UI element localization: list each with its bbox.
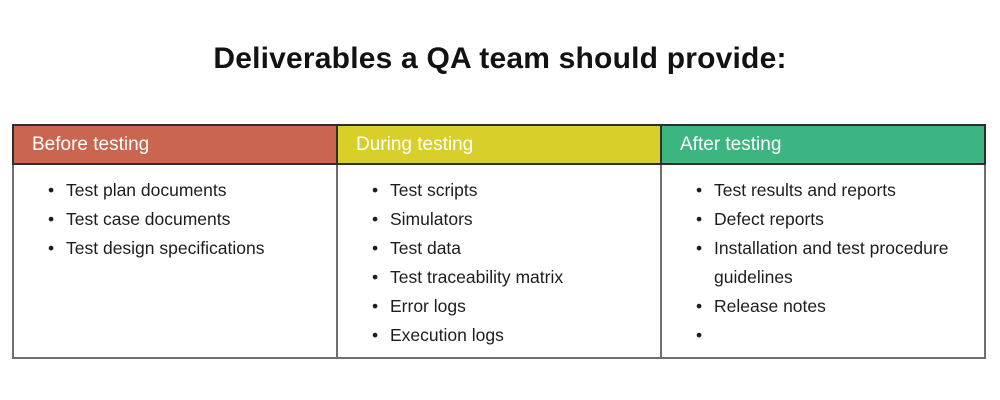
list-item: • Test design specifications — [14, 234, 336, 263]
list-item-text: Error logs — [390, 296, 466, 316]
bullet-icon: • — [372, 180, 379, 200]
bullet-icon: • — [696, 180, 703, 200]
list-item: • Test case documents — [14, 205, 336, 234]
list-item: • Simulators — [338, 205, 660, 234]
list-item-text: Test design specifications — [66, 238, 265, 258]
list-item-text: Test scripts — [390, 180, 478, 200]
bullet-icon: • — [48, 180, 55, 200]
bullet-icon: • — [696, 238, 703, 258]
bullet-icon: • — [372, 209, 379, 229]
list-item-text: Release notes — [714, 296, 826, 316]
list-item-text: Test case documents — [66, 209, 231, 229]
list-item: • Defect reports — [662, 205, 984, 234]
bullet-icon: • — [372, 296, 379, 316]
column-body-after-testing: • Test results and reports • Defect report… — [660, 165, 986, 359]
bullet-icon: • — [372, 238, 379, 258]
bullet-icon: • — [696, 209, 703, 229]
list-item: • — [662, 321, 984, 350]
list-item: • Test traceability matrix — [338, 263, 660, 292]
list-item-text: Test traceability matrix — [390, 267, 564, 287]
bullet-icon: • — [372, 325, 379, 345]
column-body-before-testing: • Test plan documents • Test case document… — [12, 165, 338, 359]
qa-deliverables-table: Before testing • Test plan documents • Tes… — [12, 124, 990, 359]
column-after-testing: After testing • Test results and reports … — [660, 124, 986, 359]
bullet-icon: • — [696, 296, 703, 316]
list-item-text: Test data — [390, 238, 462, 258]
list-item: • Release notes — [662, 292, 984, 321]
column-header-before-testing: Before testing — [12, 124, 338, 165]
list-item-text: Defect reports — [714, 209, 824, 229]
bullet-icon: • — [48, 238, 55, 258]
list-item: • Execution logs — [338, 321, 660, 350]
bullet-icon: • — [696, 325, 703, 345]
list-item: • Test scripts — [338, 176, 660, 205]
list-item: • Error logs — [338, 292, 660, 321]
page-title: Deliverables a QA team should provide: — [213, 42, 787, 75]
list-item: • Test results and reports — [662, 176, 984, 205]
list-item: • Installation and test procedure guideli… — [662, 234, 984, 292]
bullet-icon: • — [48, 209, 55, 229]
list-item-text: Test results and reports — [714, 180, 896, 200]
bullet-icon: • — [372, 267, 379, 287]
list-item: • Test data — [338, 234, 660, 263]
column-header-after-testing: After testing — [660, 124, 986, 165]
list-item-text: Simulators — [390, 209, 473, 229]
column-before-testing: Before testing • Test plan documents • Tes… — [12, 124, 338, 359]
list-item-text: Execution logs — [390, 325, 504, 345]
list-item: • Test plan documents — [14, 176, 336, 205]
column-header-during-testing: During testing — [336, 124, 662, 165]
list-item-text: Installation and test procedure guidelin… — [714, 238, 949, 287]
list-item-text: Test plan documents — [66, 180, 227, 200]
column-body-during-testing: • Test scripts • Simulators • Test data • Te… — [336, 165, 662, 359]
column-during-testing: During testing • Test scripts • Simulators… — [336, 124, 662, 359]
